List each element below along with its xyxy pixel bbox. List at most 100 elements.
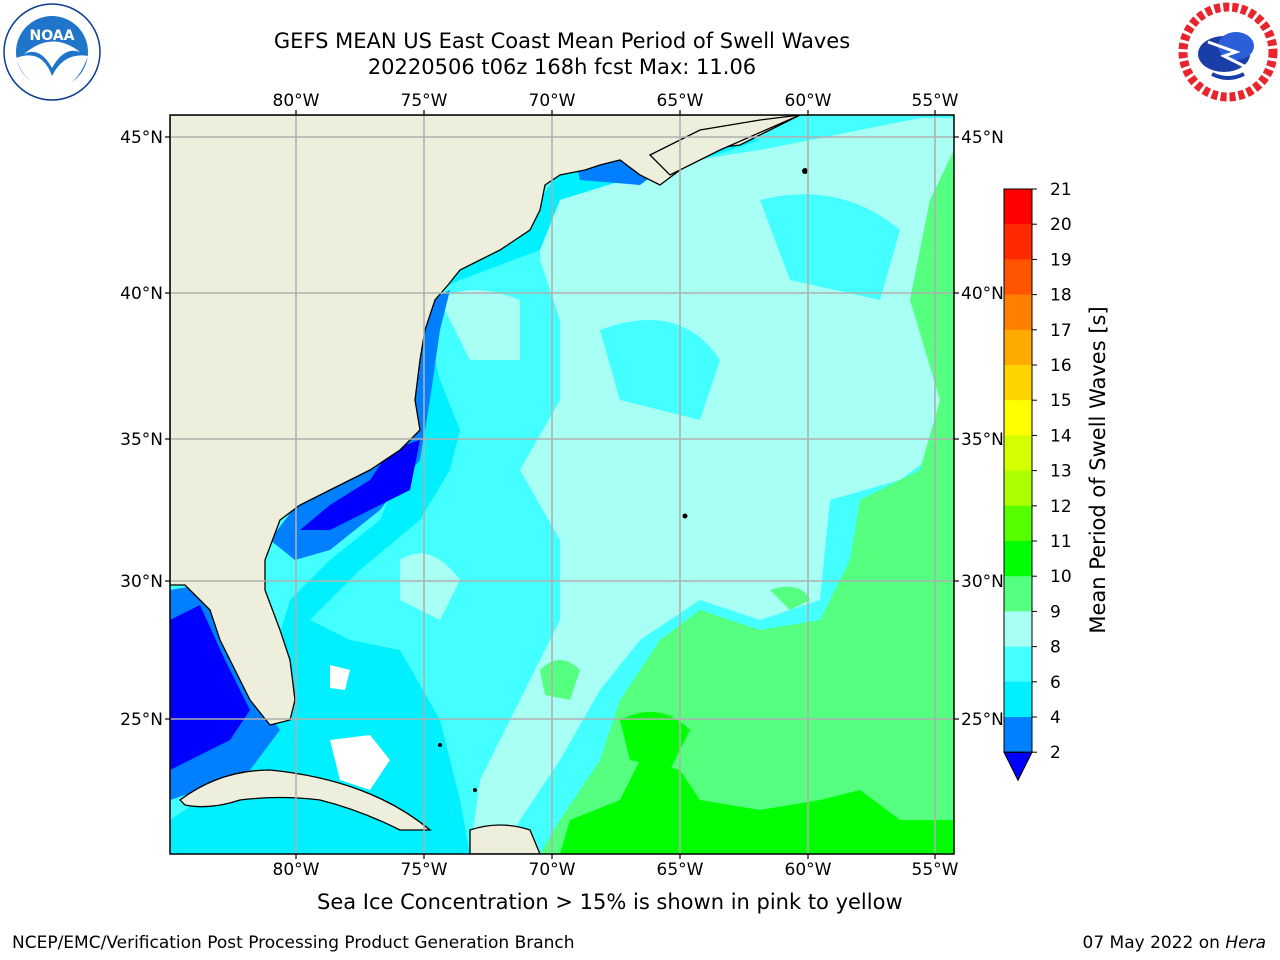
colorbar-ticks: 21 20 19 18 17 16 15 14 13 12 11 10 9 8 6 4 2 <box>1032 180 1072 763</box>
colorbar-tick-label: 12 <box>1050 497 1072 517</box>
lat-label: 40°N <box>120 284 163 304</box>
issue-date-text: 07 May 2022 on <box>1082 933 1226 953</box>
lat-label: 40°N <box>961 284 1004 304</box>
land-hispaniola <box>469 824 541 854</box>
map-ticks <box>165 110 959 859</box>
lat-label: 45°N <box>961 128 1004 148</box>
ocean-8-9s-patch <box>400 553 460 620</box>
noaa-logo-icon: NOAA <box>3 3 101 101</box>
colorbar-tick-label: 11 <box>1050 532 1072 552</box>
lon-label: 60°W <box>785 91 832 111</box>
lat-label: 25°N <box>120 710 163 730</box>
lon-labels-top: 80°W 75°W 70°W 65°W 60°W 55°W <box>273 91 959 111</box>
island-bahamas <box>438 743 442 747</box>
lon-label: 55°W <box>912 91 959 111</box>
ocean-below-2s-field <box>300 440 420 530</box>
colorbar-tick-label: 16 <box>1050 356 1072 376</box>
land-north-america <box>170 115 801 726</box>
colorbar-tick-label: 17 <box>1050 321 1072 341</box>
lon-label: 75°W <box>401 91 448 111</box>
lon-label: 80°W <box>273 91 320 111</box>
lon-label: 75°W <box>401 860 448 880</box>
lon-label: 70°W <box>529 860 576 880</box>
shallow-bank <box>330 665 350 690</box>
colorbar-tick-label: 10 <box>1050 567 1072 587</box>
lat-label: 35°N <box>961 430 1004 450</box>
ocean-below-2s-field <box>170 605 250 770</box>
island-bermuda <box>682 513 688 519</box>
colorbar-segment <box>1004 189 1032 225</box>
issue-date: 07 May 2022 on Hera <box>1083 933 1267 953</box>
island-sable <box>802 168 808 174</box>
nws-logo-icon <box>1178 2 1278 102</box>
colorbar-tick-label: 4 <box>1050 708 1061 728</box>
credit-line: NCEP/EMC/Verification Post Processing Pr… <box>12 933 575 953</box>
colorbar-tick-label: 8 <box>1050 638 1061 658</box>
colorbar-tick-label: 13 <box>1050 462 1072 482</box>
lon-label: 80°W <box>273 860 320 880</box>
host-name: Hera <box>1225 933 1266 953</box>
ocean-8-9s-field <box>470 118 954 854</box>
colorbar-tick-label: 14 <box>1050 426 1072 446</box>
lon-label: 70°W <box>529 91 576 111</box>
colorbar-tick-label: 15 <box>1050 391 1072 411</box>
colorbar-segment <box>1004 470 1032 507</box>
colorbar-segment <box>1004 611 1032 648</box>
map-gridlines <box>170 115 954 854</box>
colorbar-tick-label: 6 <box>1050 673 1061 693</box>
map-plot-area <box>170 115 954 854</box>
colorbar-segment <box>1004 259 1032 296</box>
ocean-9-10s-field <box>540 150 954 854</box>
lon-label: 65°W <box>657 860 704 880</box>
ocean-10-11s-field <box>560 760 954 854</box>
colorbar-tick-label: 18 <box>1050 286 1072 306</box>
colorbar-segment <box>1004 576 1032 612</box>
lat-label: 25°N <box>961 710 1004 730</box>
noaa-logo-text: NOAA <box>30 28 75 44</box>
colorbar-segment <box>1004 294 1032 331</box>
colorbar-segment <box>1004 505 1032 542</box>
lat-label: 30°N <box>120 572 163 592</box>
colorbar-segment <box>1004 400 1032 436</box>
shallow-bank <box>330 735 390 790</box>
colorbar-tick-label: 19 <box>1050 250 1072 270</box>
colorbar-extend-arrow <box>1003 751 1033 782</box>
colorbar-tick-label: 9 <box>1050 602 1061 622</box>
lat-label: 30°N <box>961 572 1004 592</box>
ocean-6-8s-patch <box>760 194 900 300</box>
lat-labels-right: 45°N 40°N 35°N 30°N 25°N <box>961 128 1004 730</box>
ocean-9-10s-patch <box>770 586 810 610</box>
colorbar-segment <box>1004 646 1032 683</box>
land-cuba <box>179 769 432 831</box>
chart-subtitle: 20220506 t06z 168h fcst Max: 11.06 <box>367 55 757 79</box>
ocean-6-8s-patch <box>600 320 720 420</box>
colorbar-label: Mean Period of Swell Waves [s] <box>1086 306 1110 634</box>
ocean-8-9s-patch <box>440 290 520 360</box>
colorbar-tick-label: 21 <box>1050 180 1072 200</box>
map-frame <box>169 114 955 855</box>
colorbar-segment <box>1004 224 1032 260</box>
lon-label: 65°W <box>657 91 704 111</box>
ocean-9-10s-patch <box>540 660 580 700</box>
ocean-4-6s-field <box>170 130 760 854</box>
colorbar-segment <box>1004 365 1032 401</box>
colorbar-tick-label: 20 <box>1050 215 1072 235</box>
ocean-10-11s-patch <box>620 712 690 770</box>
colorbar-segment <box>1004 541 1032 577</box>
lon-label: 60°W <box>785 860 832 880</box>
lat-label: 35°N <box>120 430 163 450</box>
sea-ice-note: Sea Ice Concentration > 15% is shown in … <box>317 890 903 914</box>
colorbar-tick-label: 2 <box>1050 743 1061 763</box>
chart-title: GEFS MEAN US East Coast Mean Period of S… <box>273 29 851 53</box>
lat-label: 45°N <box>120 128 163 148</box>
colorbar <box>1003 188 1033 782</box>
colorbar-segment <box>1004 329 1032 366</box>
colorbar-segment <box>1004 717 1032 753</box>
colorbar-segment <box>1004 435 1032 472</box>
lon-labels-bottom: 80°W 75°W 70°W 65°W 60°W 55°W <box>273 860 959 880</box>
land-maritimes <box>648 115 801 176</box>
lon-label: 55°W <box>912 860 959 880</box>
island-bahamas <box>473 788 477 792</box>
lat-labels-left: 45°N 40°N 35°N 30°N 25°N <box>120 128 163 730</box>
